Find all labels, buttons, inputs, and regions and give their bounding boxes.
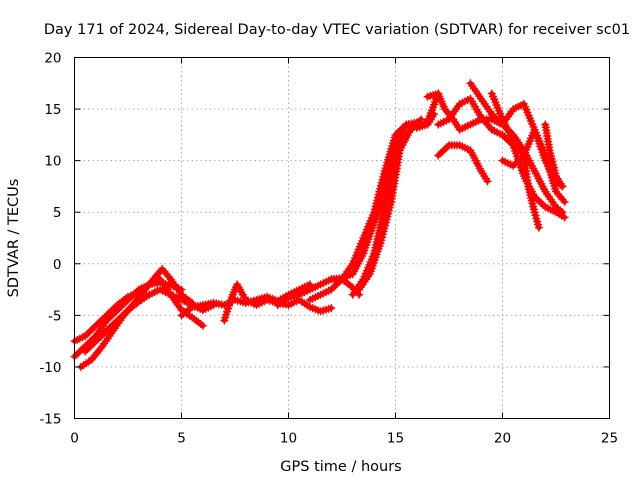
series-track-17 <box>498 125 569 206</box>
x-tick-label: 25 <box>601 431 618 447</box>
series-markers <box>487 89 543 232</box>
x-axis-label: GPS time / hours <box>280 459 401 475</box>
series-markers <box>220 280 336 325</box>
y-tick-label: -10 <box>39 360 61 376</box>
grid <box>74 57 610 419</box>
series-markers <box>348 118 421 299</box>
x-tick-labels: 0 5 10 15 20 25 <box>70 431 618 447</box>
y-axis-label: SDTVAR / TECUs <box>6 179 22 298</box>
series-markers <box>355 115 426 294</box>
x-tick-label: 20 <box>494 431 511 447</box>
series-track-9 <box>327 89 443 284</box>
series-track-3 <box>76 264 197 371</box>
x-tick-label: 5 <box>177 431 186 447</box>
series-track-11 <box>355 115 426 294</box>
y-tick-label: 0 <box>53 257 62 273</box>
y-tick-labels: -15 -10 -5 0 5 10 15 20 <box>39 51 61 428</box>
series-markers <box>541 120 567 191</box>
plot-frame <box>74 57 610 419</box>
y-tick-label: 20 <box>44 51 61 67</box>
series-markers <box>498 125 569 206</box>
series-track-6 <box>220 280 336 325</box>
series-markers <box>76 264 197 371</box>
y-tick-label: -5 <box>48 308 61 324</box>
series-track-14 <box>434 141 492 186</box>
series-track-18 <box>541 120 567 191</box>
series-markers <box>434 141 492 186</box>
y-tick-label: 10 <box>44 154 61 170</box>
y-tick-label: -15 <box>39 412 61 428</box>
y-tick-label: 5 <box>53 205 62 221</box>
chart-title: Day 171 of 2024, Sidereal Day-to-day VTE… <box>44 22 630 38</box>
series-markers <box>327 89 443 284</box>
y-tick-label: 15 <box>44 102 61 118</box>
series-track-10 <box>348 118 421 299</box>
series-layer <box>70 79 569 371</box>
x-tick-label: 10 <box>280 431 297 447</box>
x-tick-label: 0 <box>70 431 79 447</box>
x-tick-label: 15 <box>387 431 404 447</box>
